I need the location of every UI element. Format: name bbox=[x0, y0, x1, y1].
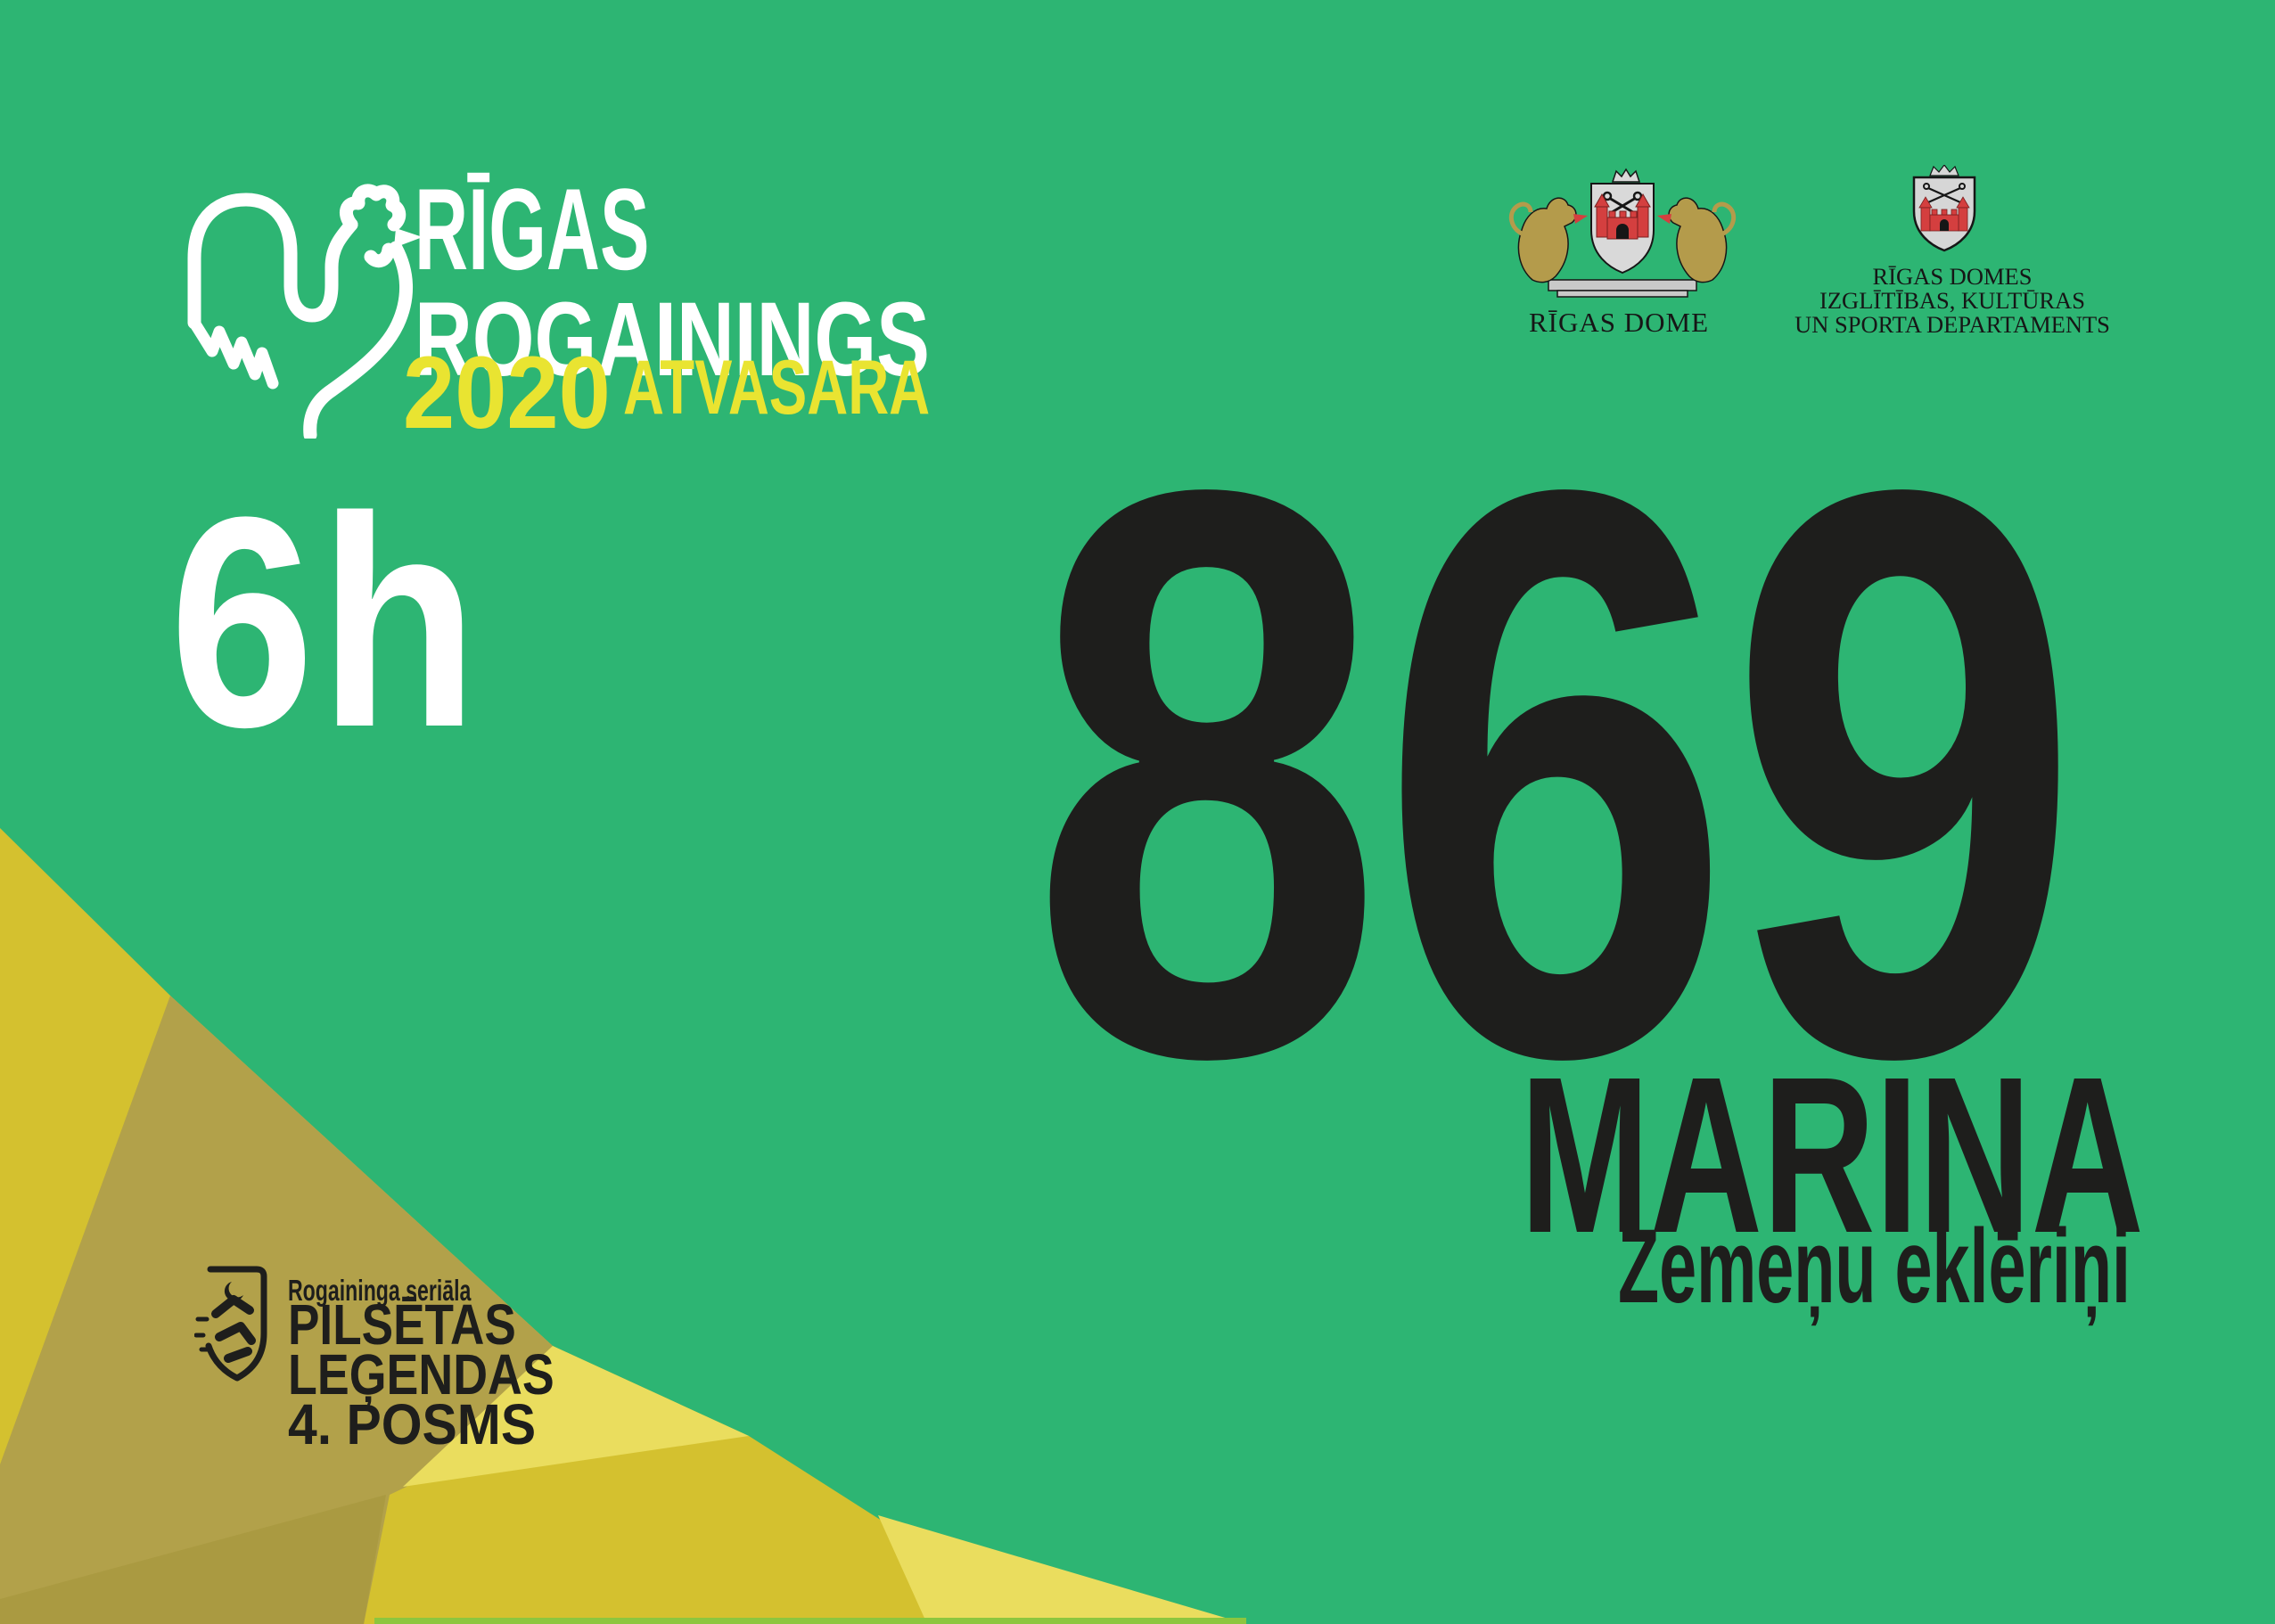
series-shield-runner-icon bbox=[194, 1266, 267, 1382]
series-kicker: Rogaininga seriāla bbox=[288, 1274, 472, 1307]
participant-name: MARINA bbox=[1520, 1030, 2144, 1279]
series-title-line3: 4. POSMS bbox=[288, 1392, 537, 1456]
series-title-line2: LEĢENDAS bbox=[288, 1342, 554, 1407]
event-year: 2020 bbox=[403, 336, 611, 450]
race-duration: 6h bbox=[169, 455, 483, 790]
bib-number: 869 bbox=[1030, 323, 2082, 1224]
series-title-line1: PILSĒTAS bbox=[288, 1292, 516, 1357]
department-caption: RĪGAS DOMES IZGLĪTĪBAS, KULTŪRAS UN SPOR… bbox=[1787, 265, 2117, 337]
department-caption-line2: IZGLĪTĪBAS, KULTŪRAS bbox=[1819, 287, 2085, 314]
event-title-line2: ROGAININGS bbox=[415, 281, 930, 398]
department-caption-line3: UN SPORTA DEPARTAMENTS bbox=[1795, 311, 2110, 338]
department-caption-line1: RĪGAS DOMES bbox=[1872, 263, 2033, 290]
riga-dome-coat-of-arms-icon bbox=[1508, 168, 1743, 298]
department-coat-of-arms-icon bbox=[1912, 165, 1976, 252]
team-name: Zemeņu eklēriņi bbox=[1618, 1208, 2131, 1325]
rooster-logo-icon bbox=[187, 184, 423, 439]
event-edition: ATVASARA bbox=[623, 345, 931, 431]
event-title-line1: RĪGAS bbox=[415, 164, 650, 294]
riga-dome-caption: RĪGAS DOME bbox=[1528, 307, 1710, 338]
